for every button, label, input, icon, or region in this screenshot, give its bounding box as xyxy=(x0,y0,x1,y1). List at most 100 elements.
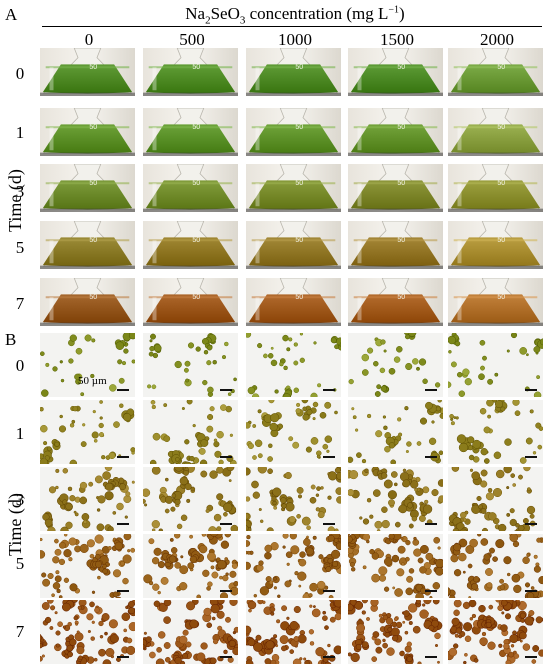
title-sup: −1 xyxy=(388,4,400,16)
micrograph-day0-conc2000 xyxy=(448,333,543,397)
flask-volume-mark: 50 xyxy=(295,63,304,71)
flask-photo-day5-conc2000: 50 xyxy=(448,221,543,269)
scale-bar xyxy=(425,523,437,525)
flask-photo-day0-conc1000: 50 xyxy=(246,48,341,96)
row-label-b-5: 5 xyxy=(15,554,25,573)
flask-photo-day3-conc500: 50 xyxy=(143,164,238,212)
column-label-1000: 1000 xyxy=(278,30,312,49)
flask-volume-mark: 50 xyxy=(295,293,304,301)
flask-photo-day7-conc500: 50 xyxy=(143,278,238,326)
scale-bar xyxy=(220,590,232,592)
scale-bar xyxy=(525,389,537,391)
flask-volume-mark: 50 xyxy=(192,63,201,71)
flask-volume-mark: 50 xyxy=(397,123,406,131)
column-label-500: 500 xyxy=(179,30,205,49)
micrograph-day5-conc0 xyxy=(40,534,135,598)
scale-bar-label: 50 µm xyxy=(78,375,107,387)
flask-photo-day0-conc500: 50 xyxy=(143,48,238,96)
flask-volume-mark: 50 xyxy=(497,63,506,71)
scale-bar xyxy=(117,656,129,658)
flask-photo-day3-conc0: 50 xyxy=(40,164,135,212)
scale-bar xyxy=(117,590,129,592)
row-label-b-0: 0 xyxy=(15,356,25,375)
title-sub-3: 3 xyxy=(239,14,246,27)
y-axis-label-b: Time (d) xyxy=(5,493,25,556)
scale-bar xyxy=(425,590,437,592)
flask-volume-mark: 50 xyxy=(89,236,98,244)
row-label-a-1: 1 xyxy=(15,123,25,142)
flask-volume-mark: 50 xyxy=(192,123,201,131)
flask-volume-mark: 50 xyxy=(397,179,406,187)
flask-photo-day1-conc2000: 50 xyxy=(448,108,543,156)
title-part-close: ) xyxy=(399,4,405,23)
row-label-a-7: 7 xyxy=(15,294,25,313)
scale-bar xyxy=(525,523,537,525)
flask-volume-mark: 50 xyxy=(295,236,304,244)
column-label-1500: 1500 xyxy=(380,30,414,49)
flask-photo-day7-conc2000: 50 xyxy=(448,278,543,326)
scale-bar xyxy=(117,389,129,391)
flask-volume-mark: 50 xyxy=(295,123,304,131)
scale-bar xyxy=(220,523,232,525)
title-sub-2: 2 xyxy=(205,14,211,27)
flask-photo-day3-conc1000: 50 xyxy=(246,164,341,212)
scale-bar xyxy=(220,656,232,658)
title-part-na: Na xyxy=(185,4,206,23)
scale-bar xyxy=(323,389,335,391)
scale-bar xyxy=(117,456,129,458)
micrograph-day5-conc1500 xyxy=(348,534,443,598)
micrograph-day3-conc1500 xyxy=(348,467,443,531)
scale-bar xyxy=(425,456,437,458)
flask-photo-day5-conc500: 50 xyxy=(143,221,238,269)
scale-bar xyxy=(525,590,537,592)
micrograph-day7-conc500 xyxy=(143,600,238,664)
scale-bar xyxy=(323,590,335,592)
flask-volume-mark: 50 xyxy=(89,63,98,71)
flask-photo-day7-conc1500: 50 xyxy=(348,278,443,326)
micrograph-day0-conc1000 xyxy=(246,333,341,397)
flask-photo-day1-conc0: 50 xyxy=(40,108,135,156)
row-label-a-0: 0 xyxy=(15,64,25,83)
micrograph-day5-conc1000 xyxy=(246,534,341,598)
micrograph-day3-conc2000 xyxy=(448,467,543,531)
flask-photo-day7-conc1000: 50 xyxy=(246,278,341,326)
scale-bar xyxy=(425,389,437,391)
flask-photo-day3-conc1500: 50 xyxy=(348,164,443,212)
micrograph-day1-conc1500 xyxy=(348,400,443,464)
scale-bar xyxy=(425,656,437,658)
flask-volume-mark: 50 xyxy=(497,123,506,131)
flask-volume-mark: 50 xyxy=(497,179,506,187)
flask-volume-mark: 50 xyxy=(397,236,406,244)
micrograph-day3-conc0 xyxy=(40,467,135,531)
y-axis-label-a: Time (d) xyxy=(5,169,25,232)
flask-photo-day5-conc1000: 50 xyxy=(246,221,341,269)
micrograph-day3-conc1000 xyxy=(246,467,341,531)
micrograph-day1-conc1000 xyxy=(246,400,341,464)
flask-volume-mark: 50 xyxy=(192,293,201,301)
header-rule xyxy=(42,26,542,27)
scale-bar xyxy=(525,456,537,458)
micrograph-day5-conc2000 xyxy=(448,534,543,598)
micrograph-day1-conc500 xyxy=(143,400,238,464)
flask-volume-mark: 50 xyxy=(89,123,98,131)
micrograph-day0-conc1500 xyxy=(348,333,443,397)
micrograph-day0-conc500 xyxy=(143,333,238,397)
panel-b-letter: B xyxy=(5,330,17,349)
column-label-2000: 2000 xyxy=(480,30,514,49)
title-part-units: concentration (mg L xyxy=(245,4,389,23)
flask-volume-mark: 50 xyxy=(89,179,98,187)
flask-volume-mark: 50 xyxy=(497,293,506,301)
scale-bar xyxy=(117,523,129,525)
flask-volume-mark: 50 xyxy=(295,179,304,187)
column-label-0: 0 xyxy=(84,30,94,49)
flask-volume-mark: 50 xyxy=(397,63,406,71)
micrograph-day7-conc1000 xyxy=(246,600,341,664)
micrograph-day7-conc2000 xyxy=(448,600,543,664)
micrograph-day3-conc500 xyxy=(143,467,238,531)
concentration-axis-title: Na2SeO3 concentration (mg L−1) xyxy=(130,4,460,26)
flask-photo-day3-conc2000: 50 xyxy=(448,164,543,212)
flask-volume-mark: 50 xyxy=(397,293,406,301)
scale-bar xyxy=(323,456,335,458)
title-part-seo: SeO xyxy=(210,4,240,23)
flask-photo-day7-conc0: 50 xyxy=(40,278,135,326)
